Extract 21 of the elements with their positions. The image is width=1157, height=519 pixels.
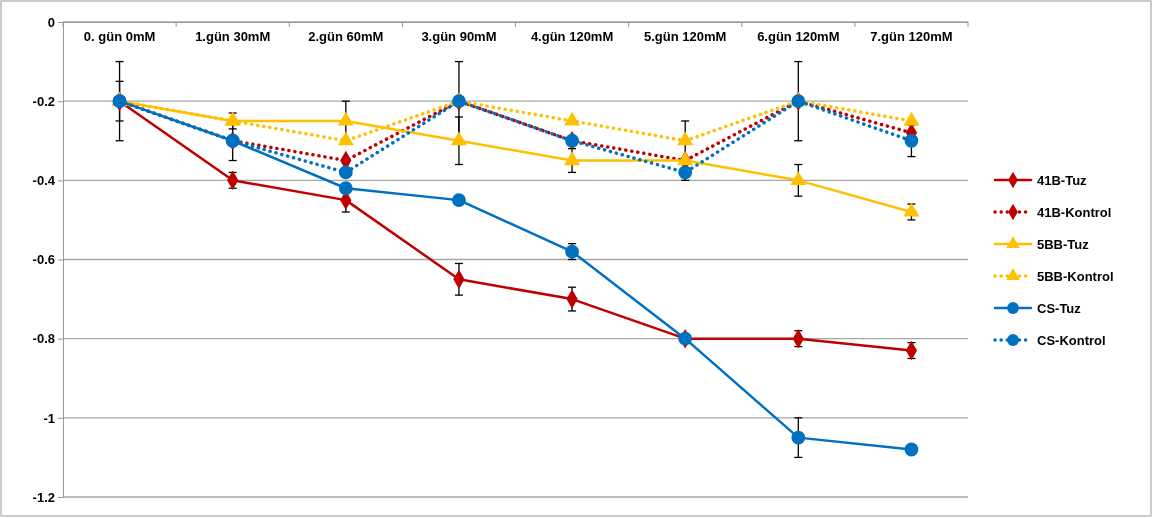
y-tick-label: -0.6 (32, 252, 55, 268)
legend-label: 41B-Kontrol (1037, 205, 1112, 220)
x-tick-label: 0. gün 0mM (83, 28, 156, 44)
x-tick-label: 6.gün 120mM (757, 28, 840, 44)
legend-label: 41B-Tuz (1037, 173, 1088, 188)
legend-label: 5BB-Kontrol (1037, 269, 1114, 284)
legend-label: 5BB-Tuz (1037, 237, 1090, 252)
x-tick-label: 5.gün 120mM (644, 28, 727, 44)
x-tick-label: 3.gün 90mM (421, 28, 497, 44)
y-tick-label: 0 (47, 14, 55, 30)
x-tick-label: 2.gün 60mM (308, 28, 384, 44)
y-tick-label: -0.4 (32, 172, 56, 188)
y-tick-label: -1.2 (32, 489, 55, 505)
x-tick-label: 4.gün 120mM (530, 28, 614, 44)
x-tick-label: 1.gün 30mM (195, 28, 271, 44)
y-tick-label: -0.2 (32, 93, 55, 109)
legend-label: CS-Tuz (1037, 301, 1082, 316)
x-tick-label: 7.gün 120mM (870, 28, 953, 44)
y-tick-label: -0.8 (32, 331, 55, 347)
legend-label: CS-Kontrol (1037, 333, 1106, 348)
y-tick-label: -1 (43, 410, 55, 426)
